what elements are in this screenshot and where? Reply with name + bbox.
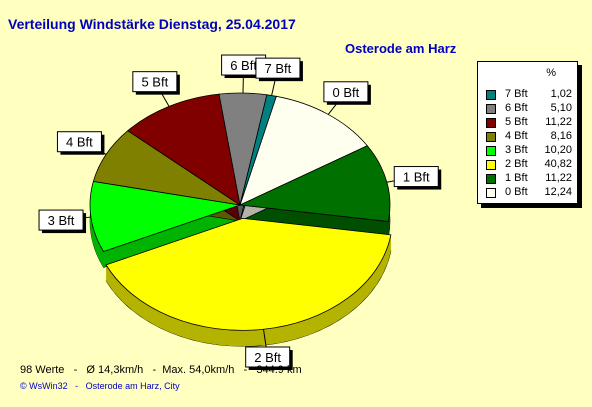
pie-slice-0-bft (239, 95, 368, 206)
chart-location: Osterode am Harz (345, 41, 457, 56)
slice-label: 1 Bft (403, 170, 430, 185)
legend-row: 4 Bft 8,16 (486, 130, 572, 143)
legend: % 7 Bft 1,02 6 Bft 5,10 5 Bft 11,22 4 Bft 8,16 3… (477, 61, 578, 204)
legend-label: 5 Bft (505, 116, 528, 128)
stats-line: 98 Werte - Ø 14,3km/h - Max. 54,0km/h - … (20, 364, 302, 376)
legend-label: 2 Bft (505, 158, 528, 170)
pie-slices (89, 92, 392, 331)
legend-label: 3 Bft (505, 144, 528, 156)
legend-label: 1 Bft (505, 172, 528, 184)
legend-swatch (486, 132, 496, 142)
legend-swatch (486, 118, 496, 128)
legend-swatch (486, 174, 496, 184)
legend-value: 11,22 (545, 116, 572, 128)
legend-swatch (486, 104, 496, 114)
slice-label: 5 Bft (141, 75, 168, 90)
legend-swatch (486, 188, 496, 198)
pie-slice-1-bft (238, 145, 391, 222)
slice-label: 0 Bft (333, 85, 360, 100)
legend-value: 11,22 (545, 172, 572, 184)
legend-swatch (486, 90, 496, 100)
legend-row: 6 Bft 5,10 (486, 102, 572, 115)
slice-label: 7 Bft (265, 61, 292, 76)
footer-credit: © WsWin32 - Osterode am Harz, City (20, 381, 180, 391)
slice-label-box (255, 57, 301, 79)
pie-side-2-bft (106, 234, 391, 347)
legend-value: 5,10 (550, 102, 572, 114)
legend-label: 0 Bft (505, 186, 528, 198)
legend-row: 1 Bft 11,22 (486, 172, 572, 185)
legend-label: 7 Bft (505, 88, 528, 100)
slice-label-box (38, 209, 84, 231)
legend-value: 12,24 (544, 186, 572, 198)
legend-row: 0 Bft 12,24 (486, 186, 572, 199)
legend-value: 1,02 (550, 88, 572, 100)
legend-value: 8,16 (550, 130, 572, 142)
legend-row: 7 Bft 1,02 (486, 88, 572, 101)
slice-labels: 0 Bft 1 Bft 2 Bft 3 Bft 4 Bft 5 Bft 6 Bft 7 Bft (38, 54, 442, 370)
slice-label: 4 Bft (66, 135, 93, 150)
slice-label-box (56, 131, 102, 153)
pie-slice-2-bft (105, 217, 392, 331)
legend-value: 40,82 (544, 158, 572, 170)
legend-label: 6 Bft (505, 102, 528, 114)
slice-label: 2 Bft (254, 350, 281, 365)
legend-swatch (486, 160, 496, 170)
legend-row: 3 Bft 10,20 (486, 144, 572, 157)
legend-row: 5 Bft 11,22 (486, 116, 572, 129)
legend-label: 4 Bft (505, 130, 528, 142)
slice-label: 3 Bft (48, 213, 75, 228)
slice-label-box (393, 166, 439, 188)
slice-label: 6 Bft (230, 58, 257, 73)
legend-swatch (486, 146, 496, 156)
legend-row: 2 Bft 40,82 (486, 158, 572, 171)
legend-value: 10,20 (544, 144, 572, 156)
pie-slice-5-bft (127, 93, 241, 206)
slice-label-box (245, 346, 291, 368)
slice-label-box (132, 71, 178, 93)
legend-header: % (546, 67, 556, 79)
slice-label-box (323, 81, 369, 103)
chart-title: Verteilung Windstärke Dienstag, 25.04.20… (8, 16, 296, 32)
